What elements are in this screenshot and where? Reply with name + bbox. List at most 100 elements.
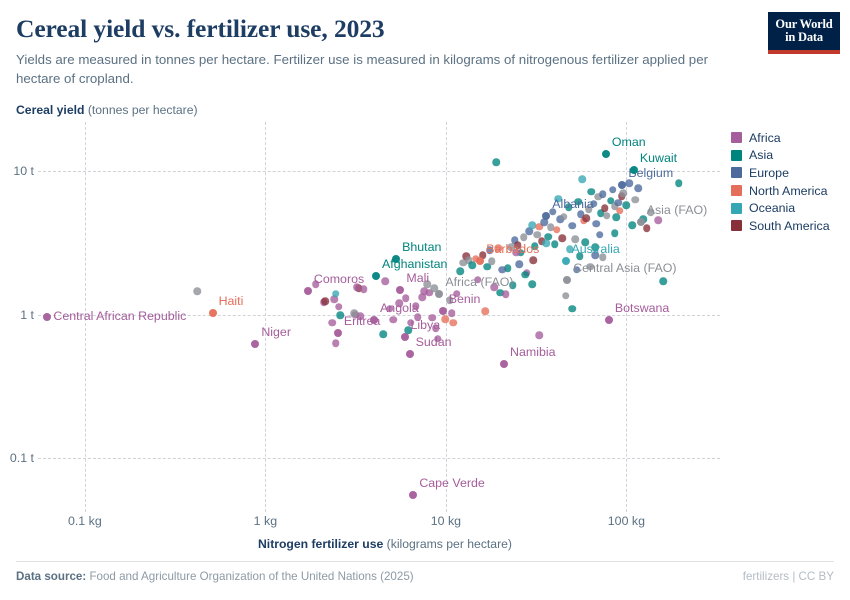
scatter-point[interactable]	[646, 208, 655, 217]
scatter-point[interactable]	[502, 290, 510, 299]
scatter-point[interactable]	[193, 287, 202, 296]
scatter-point[interactable]	[333, 329, 342, 338]
scatter-point[interactable]	[601, 204, 609, 213]
scatter-point[interactable]	[359, 285, 368, 294]
scatter-point[interactable]	[371, 272, 380, 281]
scatter-point-label[interactable]: Comoros	[313, 272, 365, 287]
scatter-point[interactable]	[251, 340, 260, 349]
scatter-point[interactable]	[370, 315, 379, 324]
scatter-point[interactable]	[407, 318, 415, 327]
our-world-in-data-logo[interactable]: Our World in Data	[768, 12, 840, 54]
scatter-point-label[interactable]: Oman	[611, 134, 646, 149]
scatter-point-label[interactable]: Cape Verde	[419, 476, 485, 491]
scatter-point[interactable]	[577, 210, 585, 219]
scatter-point[interactable]	[603, 211, 611, 220]
scatter-point[interactable]	[599, 190, 607, 198]
scatter-point[interactable]	[591, 251, 599, 259]
scatter-point[interactable]	[486, 246, 494, 255]
scatter-point[interactable]	[675, 179, 683, 188]
scatter-point[interactable]	[599, 253, 607, 262]
scatter-point-label[interactable]: Libya	[410, 317, 441, 332]
scatter-point[interactable]	[498, 266, 506, 274]
scatter-point[interactable]	[456, 267, 464, 276]
scatter-point[interactable]	[352, 283, 361, 291]
scatter-point[interactable]	[572, 266, 581, 274]
scatter-point[interactable]	[529, 256, 538, 264]
scatter-point[interactable]	[336, 311, 345, 319]
scatter-point[interactable]	[582, 214, 591, 222]
scatter-point[interactable]	[509, 281, 517, 289]
scatter-point[interactable]	[530, 242, 539, 250]
scatter-point[interactable]	[596, 209, 605, 217]
scatter-point[interactable]	[560, 213, 568, 221]
scatter-point[interactable]	[386, 304, 394, 313]
scatter-point[interactable]	[483, 263, 492, 271]
scatter-point[interactable]	[590, 200, 598, 208]
scatter-point[interactable]	[601, 149, 610, 158]
scatter-point[interactable]	[565, 203, 573, 211]
scatter-point[interactable]	[488, 257, 496, 266]
scatter-point[interactable]	[552, 226, 561, 234]
scatter-point[interactable]	[625, 179, 634, 188]
scatter-point[interactable]	[544, 232, 553, 241]
scatter-point[interactable]	[512, 248, 520, 257]
scatter-point[interactable]	[612, 213, 621, 222]
legend-item-asia[interactable]: Asia	[731, 147, 830, 165]
scatter-point-label[interactable]: Benin	[448, 291, 481, 306]
scatter-point[interactable]	[586, 263, 594, 271]
scatter-point[interactable]	[321, 297, 330, 305]
scatter-point[interactable]	[328, 318, 337, 327]
scatter-point[interactable]	[311, 280, 320, 289]
scatter-point[interactable]	[462, 252, 471, 260]
scatter-point[interactable]	[561, 257, 570, 266]
scatter-point[interactable]	[631, 196, 640, 204]
scatter-point[interactable]	[538, 237, 546, 245]
scatter-point[interactable]	[409, 491, 418, 500]
scatter-point[interactable]	[414, 313, 422, 321]
scatter-point[interactable]	[438, 306, 447, 315]
scatter-point[interactable]	[594, 193, 603, 201]
scatter-point[interactable]	[542, 239, 551, 247]
scatter-point[interactable]	[335, 303, 343, 311]
scatter-point[interactable]	[548, 208, 557, 216]
scatter-point[interactable]	[350, 309, 358, 318]
scatter-point[interactable]	[618, 181, 627, 189]
scatter-point[interactable]	[430, 284, 438, 293]
scatter-point[interactable]	[481, 307, 489, 316]
scatter-point-label[interactable]: Botswana	[614, 300, 670, 315]
scatter-point[interactable]	[619, 189, 627, 198]
scatter-point[interactable]	[435, 290, 444, 299]
scatter-point[interactable]	[629, 165, 638, 174]
scatter-point[interactable]	[405, 350, 414, 359]
scatter-point[interactable]	[379, 330, 388, 338]
scatter-point[interactable]	[420, 287, 429, 296]
scatter-point-label[interactable]: Kuwait	[639, 150, 678, 165]
scatter-point[interactable]	[449, 318, 458, 327]
scatter-point[interactable]	[595, 231, 604, 239]
scatter-point-label[interactable]: Belgium	[628, 166, 674, 180]
legend-item-north-america[interactable]: North America	[731, 182, 830, 200]
scatter-point-label[interactable]: Namibia	[510, 345, 556, 360]
scatter-point[interactable]	[208, 308, 217, 317]
scatter-point-label[interactable]: Haiti	[218, 293, 244, 308]
scatter-point[interactable]	[441, 315, 449, 323]
scatter-point[interactable]	[515, 260, 524, 268]
scatter-point[interactable]	[575, 252, 584, 260]
scatter-point-label[interactable]: Africa (FAO)	[445, 275, 514, 290]
scatter-point-label[interactable]: Angola	[380, 300, 419, 315]
scatter-point[interactable]	[507, 243, 515, 251]
scatter-point-label[interactable]: Central African Republic	[53, 309, 187, 324]
scatter-point[interactable]	[503, 264, 512, 273]
scatter-point-label[interactable]: Barbados	[486, 242, 540, 257]
scatter-point[interactable]	[571, 235, 579, 243]
scatter-point[interactable]	[392, 254, 401, 263]
scatter-point[interactable]	[614, 199, 622, 207]
scatter-point[interactable]	[616, 206, 624, 215]
scatter-point[interactable]	[396, 286, 405, 295]
scatter-point[interactable]	[465, 256, 473, 264]
scatter-point[interactable]	[303, 287, 312, 296]
scatter-point[interactable]	[634, 184, 642, 192]
scatter-point-label[interactable]: Australia	[571, 242, 620, 257]
scatter-point[interactable]	[587, 187, 596, 196]
scatter-point[interactable]	[428, 313, 436, 322]
